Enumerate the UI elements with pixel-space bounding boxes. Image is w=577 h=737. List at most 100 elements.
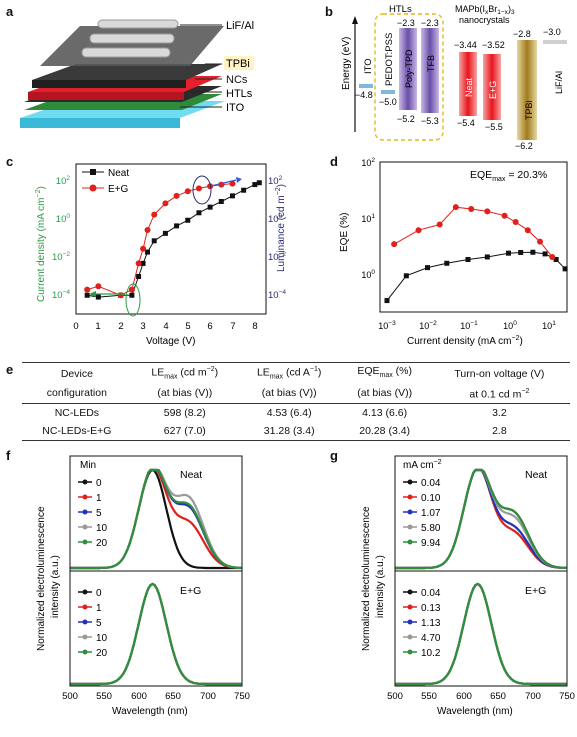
label-htls: HTLs: [226, 88, 253, 100]
f-xticks: 500 550 600 650 700 750: [62, 691, 250, 702]
jvl-point-neat: [256, 180, 262, 186]
eqe-point-eg: [468, 206, 475, 213]
jvl-point-neat: [162, 230, 168, 236]
tfb-top: −2.3: [421, 18, 439, 28]
table-cell: 20.28 (3.4): [340, 422, 429, 442]
polytpd-top: −2.3: [397, 18, 415, 28]
xtick: 4: [163, 321, 168, 332]
eqe-point-eg: [524, 227, 531, 234]
xtick: 650: [490, 691, 506, 702]
pedot-name: PEDOT:PSS: [384, 33, 395, 86]
xtick: 2: [118, 321, 123, 332]
polytpd-bottom: −5.2: [397, 114, 415, 124]
legend-marker: [407, 589, 413, 595]
legend-marker: [407, 604, 413, 610]
eqe-point-neat: [484, 254, 490, 260]
th-le-cdm2-l2: (at bias (V)): [131, 384, 238, 405]
jvl-point-neat: [84, 292, 90, 298]
legend-marker: [407, 494, 413, 500]
spectrum-eg-10.2: [395, 582, 567, 686]
jvl-xticks: 0 1 2 3 4 5 6 7 8: [73, 321, 257, 332]
legend-marker-neat: [90, 169, 96, 175]
legend-label: 0.04: [421, 478, 441, 489]
xtick: 750: [234, 691, 250, 702]
eqe-annotation: EQEmax = 20.3%: [470, 169, 547, 183]
legend-marker: [82, 604, 88, 610]
table-cell: 2.8: [428, 422, 570, 442]
xtick: 8: [252, 321, 257, 332]
panel-label-b: b: [325, 4, 333, 19]
jvl-point-eg: [195, 185, 202, 192]
htls-header: HTLs: [389, 4, 412, 15]
xtick: 700: [200, 691, 216, 702]
jvl-point-eg: [162, 200, 169, 207]
jvl-point-eg: [144, 227, 151, 234]
jvl-line-E+G: [87, 183, 233, 296]
panel-label-g: g: [330, 448, 338, 463]
legend-label: 1.07: [421, 508, 441, 519]
jvl-point-neat: [229, 193, 235, 199]
eqe-point-eg: [501, 212, 508, 219]
ytick-left: 100: [56, 213, 71, 225]
legend-label: 0.10: [421, 493, 441, 504]
energy-axis-label: Energy (eV): [341, 37, 352, 90]
legend-marker: [407, 509, 413, 515]
current-ellipse: [125, 283, 141, 317]
legend-label: 10: [96, 633, 108, 644]
polytpd-bar: [399, 28, 417, 110]
ito-level: [359, 84, 373, 88]
jvl-point-neat: [151, 238, 157, 244]
xtick: 6: [207, 321, 212, 332]
th-turnon-l2: at 0.1 cd m−2: [428, 384, 570, 405]
nc-header-line1: MAPb(IxBr1−x)3: [455, 4, 515, 16]
legend-marker: [82, 634, 88, 640]
xtick: 750: [559, 691, 575, 702]
luminance-arrow: [210, 179, 237, 187]
tfb-bottom: −5.3: [421, 116, 439, 126]
neat-bar: [459, 52, 477, 116]
legend-label: 9.94: [421, 538, 441, 549]
jvl-point-eg: [173, 192, 180, 199]
jvl-chart: Current density (mA cm−2) Luminance (cd …: [35, 163, 287, 347]
xtick: 7: [230, 321, 235, 332]
jvl-point-neat: [174, 223, 180, 229]
legend-marker: [407, 634, 413, 640]
eqe-point-eg: [484, 208, 491, 215]
lif-name: LiF/Al: [554, 71, 564, 94]
jvl-point-eg: [117, 292, 124, 299]
ytick: 101: [361, 213, 375, 224]
xtick: 700: [525, 691, 541, 702]
legend-label: 5.80: [421, 523, 441, 534]
legend-label: 5: [96, 618, 102, 629]
legend-marker: [407, 649, 413, 655]
eqe-point-eg: [549, 253, 556, 260]
energy-level-diagram: Energy (eV) HTLs MAPb(IxBr1−x)3 nanocrys…: [341, 4, 567, 151]
g-xticks: 500 550 600 650 700 750: [387, 691, 575, 702]
th-eqe: EQEmax (%): [340, 361, 429, 385]
jvl-point-eg: [84, 286, 91, 293]
g-legend-top: 0.04 0.10 1.07 5.80 9.94: [403, 478, 441, 549]
eqe-point-neat: [562, 266, 568, 272]
eqe-point-neat: [425, 265, 430, 271]
legend-label: 20: [96, 648, 108, 659]
th-le-cdm2: LEmax (cd m−2): [131, 361, 238, 385]
jvl-point-eg: [135, 260, 142, 267]
htl-group-box: [374, 13, 444, 141]
tfb-bar: [421, 28, 439, 113]
eg-bottom: −5.5: [485, 122, 503, 132]
jvl-point-eg: [151, 211, 158, 218]
eqe-chart: EQE (%) Current density (mA cm−2) EQEmax…: [339, 157, 568, 347]
xtick: 650: [165, 691, 181, 702]
legend-label: 1: [96, 493, 102, 504]
g-ylabel-1: Normalized electroluminescence: [361, 506, 372, 651]
legend-marker-eg: [89, 184, 97, 192]
g-legend-title: mA cm−2: [403, 459, 442, 471]
ytick: 100: [361, 269, 375, 280]
f-legend-top: 0 1 5 10 20: [78, 478, 108, 549]
neat-bottom: −5.4: [457, 118, 475, 128]
tpbi-bottom: −6.2: [515, 141, 533, 151]
table-cell: 598 (8.2): [163, 407, 206, 420]
legend-marker: [82, 479, 88, 485]
luminance-ellipse: [192, 175, 212, 205]
xtick: 3: [140, 321, 145, 332]
